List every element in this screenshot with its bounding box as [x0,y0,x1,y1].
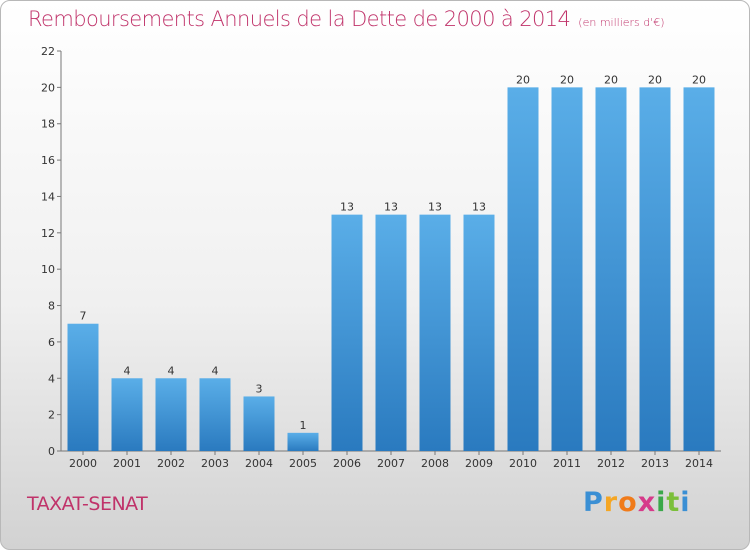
chart-unit: (en milliers d'€) [578,16,665,29]
x-tick-label: 2011 [553,457,581,470]
x-tick-label: 2010 [509,457,537,470]
x-tick-label: 2014 [685,457,713,470]
brand-letter: t [666,487,681,518]
town-name: TAXAT-SENAT [27,493,148,515]
y-tick-label: 4 [48,372,55,385]
value-label-2001: 4 [124,364,131,377]
value-label-2011: 20 [560,73,574,86]
bar-2010 [507,87,539,451]
chart-title: Remboursements Annuels de la Dette de 20… [28,7,665,31]
x-tick-label: 2004 [245,457,273,470]
value-label-2002: 4 [168,364,175,377]
brand-letter: P [583,487,604,518]
y-tick-label: 10 [41,263,55,276]
value-label-2005: 1 [300,419,307,432]
x-tick-label: 2012 [597,457,625,470]
y-tick-label: 14 [41,190,55,203]
y-tick-label: 22 [41,45,55,58]
value-label-2004: 3 [256,382,263,395]
brand-letter: r [603,487,619,518]
value-label-2014: 20 [692,73,706,86]
bar-2011 [551,87,583,451]
value-label-2000: 7 [80,310,87,323]
value-label-2007: 13 [384,201,398,214]
x-tick-label: 2006 [333,457,361,470]
y-tick-label: 18 [41,118,55,131]
y-tick-label: 2 [48,409,55,422]
x-tick-label: 2002 [157,457,185,470]
bars-group [67,87,715,451]
bar-2006 [331,214,363,451]
value-label-2010: 20 [516,73,530,86]
labels-group: 2000 7 2001 4 2002 4 2003 4 2004 3 2005 1 2006 13 2007… [69,73,713,470]
x-tick-label: 2003 [201,457,229,470]
y-tick-label: 16 [41,154,55,167]
y-tick-label: 6 [48,336,55,349]
bar-2002 [155,378,187,451]
y-tick-label: 20 [41,81,55,94]
brand-letter: i [680,487,691,518]
x-tick-label: 2005 [289,457,317,470]
x-tick-label: 2007 [377,457,405,470]
y-tick-label: 8 [48,300,55,313]
brand-letter: x [637,487,657,518]
bar-2000 [67,323,99,451]
bar-2012 [595,87,627,451]
y-tick-label: 0 [48,445,55,458]
value-label-2012: 20 [604,73,618,86]
brand-letter: i [656,487,667,518]
bar-2007 [375,214,407,451]
x-tick-label: 2000 [69,457,97,470]
value-label-2006: 13 [340,201,354,214]
value-label-2013: 20 [648,73,662,86]
bar-2001 [111,378,143,451]
chart-title-text: Remboursements Annuels de la Dette de 20… [28,7,571,31]
bar-2008 [419,214,451,451]
x-tick-label: 2008 [421,457,449,470]
value-label-2009: 13 [472,201,486,214]
y-tick-label: 12 [41,227,55,240]
bar-2005 [287,432,319,451]
bar-2013 [639,87,671,451]
brand-letter: o [618,487,638,518]
brand-logo: Proxiti [583,487,691,518]
value-label-2008: 13 [428,201,442,214]
x-tick-label: 2001 [113,457,141,470]
value-label-2003: 4 [212,364,219,377]
bar-2009 [463,214,495,451]
x-tick-label: 2013 [641,457,669,470]
bar-2014 [683,87,715,451]
x-tick-label: 2009 [465,457,493,470]
bar-2003 [199,378,231,451]
bar-2004 [243,396,275,451]
